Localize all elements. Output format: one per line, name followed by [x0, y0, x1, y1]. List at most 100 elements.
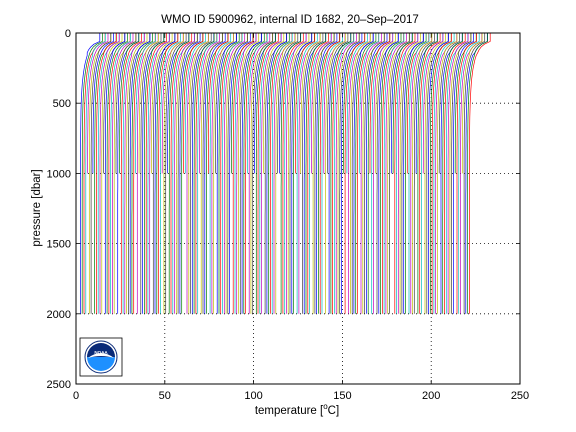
profile-line — [183, 33, 204, 174]
profile-line — [229, 33, 251, 314]
y-axis-ticks: 0 500 1000 1500 2000 2500 — [47, 28, 520, 391]
y-tick-label: 2000 — [47, 309, 71, 321]
plot-area: 0 50 100 150 200 250 0 500 1000 1500 2000 2500 — [47, 28, 530, 402]
profile-line — [378, 33, 399, 314]
profile-line — [302, 33, 324, 314]
profile-line — [397, 33, 419, 314]
profile-line — [129, 33, 151, 314]
profile-line — [366, 33, 388, 314]
profile-line — [374, 33, 396, 174]
profile-line — [140, 33, 162, 314]
profile-line — [151, 33, 173, 174]
profile-line — [389, 33, 410, 314]
profile-line — [85, 33, 106, 314]
profile-line — [112, 33, 134, 314]
profile-line — [319, 33, 341, 314]
profile-line — [227, 33, 248, 314]
profile-line — [213, 33, 234, 314]
x-axis-ticks: 0 50 100 150 200 250 — [73, 33, 529, 402]
profile-line — [277, 33, 299, 174]
y-tick-label: 500 — [53, 98, 71, 110]
profile-line — [392, 33, 413, 174]
profile-line — [160, 33, 181, 314]
profile-line — [369, 33, 391, 174]
profile-line — [268, 33, 290, 314]
profile-line — [335, 33, 357, 314]
profile-line — [291, 33, 313, 314]
profile-line — [252, 33, 274, 314]
profile-line — [467, 33, 488, 314]
profile-line — [131, 33, 153, 314]
profile-line — [341, 33, 363, 314]
profile-line — [296, 33, 318, 314]
profile-line — [149, 33, 170, 314]
profile-line — [360, 33, 382, 314]
profile-line — [126, 33, 148, 314]
profile-line — [202, 33, 223, 314]
logo-bird — [88, 353, 114, 358]
profile-line — [275, 33, 296, 314]
y-tick-label: 1500 — [47, 239, 71, 251]
x-axis-label-suffix: C] — [328, 405, 340, 417]
noaa-logo: NOAA — [79, 337, 123, 377]
profile-line — [282, 33, 304, 314]
x-axis-label: temperature [oC] — [255, 402, 339, 417]
grid-lines — [76, 33, 520, 384]
profile-line — [383, 33, 405, 314]
profile-line — [413, 33, 435, 314]
profile-line — [193, 33, 215, 314]
profile-line — [104, 33, 126, 314]
profile-line — [469, 33, 491, 314]
profile-line — [463, 33, 486, 314]
profile-line — [431, 33, 452, 314]
profile-line — [255, 33, 276, 314]
profile-line — [92, 33, 114, 174]
x-tick-label: 50 — [159, 390, 171, 402]
profile-line — [422, 33, 444, 174]
profile-line — [90, 33, 112, 314]
x-tick-label: 150 — [333, 390, 351, 402]
profile-line — [334, 33, 355, 314]
profile-line — [144, 33, 165, 314]
profile-line — [444, 33, 466, 314]
profile-line — [394, 33, 416, 314]
y-tick-label: 0 — [65, 28, 71, 40]
profile-line — [119, 33, 140, 174]
profile-line — [96, 33, 117, 314]
profile-line — [346, 33, 368, 174]
profile-line — [145, 33, 167, 314]
profile-line — [380, 33, 402, 314]
profile-line — [81, 33, 103, 314]
profile-line — [165, 33, 187, 314]
profile-line — [358, 33, 380, 174]
profile-line — [330, 33, 352, 314]
profile-line — [424, 33, 446, 314]
profile-line — [403, 33, 424, 314]
profile-line — [190, 33, 212, 314]
profile-line — [168, 33, 190, 314]
profile-line — [451, 33, 472, 314]
profile-line — [257, 33, 279, 314]
profile-line — [373, 33, 394, 314]
profile-line — [442, 33, 463, 314]
x-tick-label: 100 — [244, 390, 262, 402]
profile-line — [170, 33, 193, 314]
x-axis-label-prefix: temperature [ — [255, 405, 324, 417]
profile-line — [321, 33, 343, 314]
profile-line — [447, 33, 469, 314]
profile-line — [163, 33, 184, 314]
profile-line — [405, 33, 427, 314]
profile-line — [271, 33, 293, 314]
profile-line — [311, 33, 332, 174]
profile-line — [174, 33, 195, 314]
profile-lines — [80, 33, 491, 314]
profile-line — [453, 33, 474, 314]
profile-line — [209, 33, 232, 314]
x-tick-label: 0 — [73, 390, 79, 402]
profile-line — [326, 33, 349, 174]
profile-line — [204, 33, 226, 314]
profile-line — [314, 33, 335, 314]
profile-line — [433, 33, 455, 314]
logo-sky — [87, 343, 115, 357]
